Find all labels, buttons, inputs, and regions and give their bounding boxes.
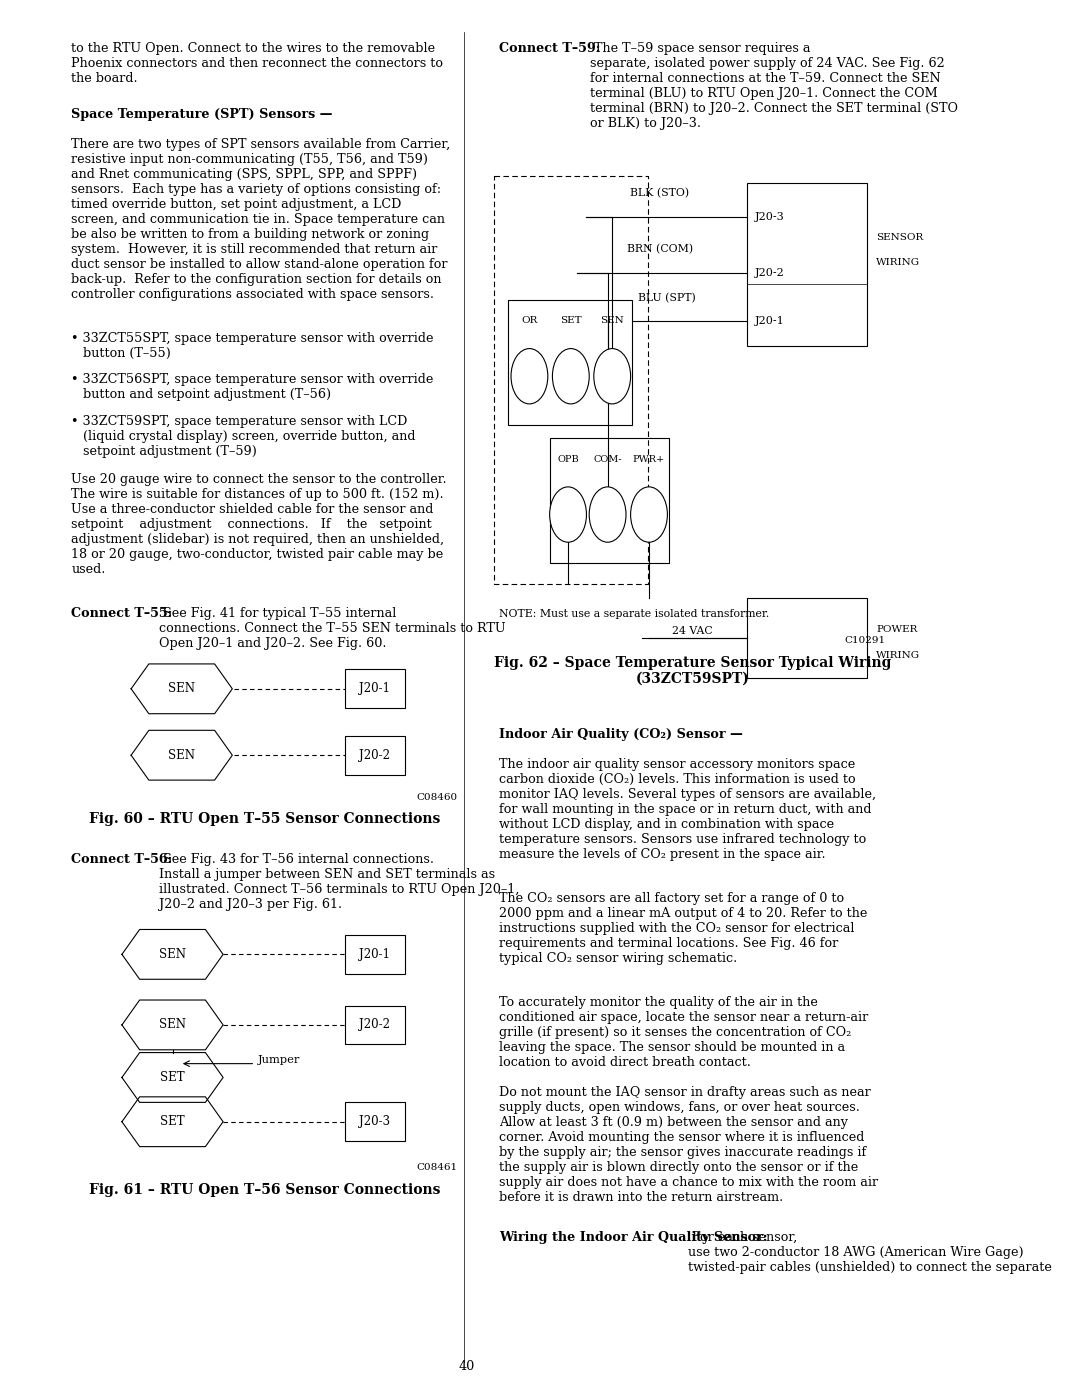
- Text: Connect T–55:: Connect T–55:: [71, 608, 173, 620]
- Text: Connect T–59:: Connect T–59:: [499, 42, 600, 54]
- Text: J20-3: J20-3: [755, 212, 784, 222]
- Circle shape: [511, 349, 548, 404]
- Polygon shape: [131, 664, 232, 714]
- FancyBboxPatch shape: [747, 598, 867, 678]
- Polygon shape: [122, 929, 224, 979]
- Text: Fig. 61 – RTU Open T–56 Sensor Connections: Fig. 61 – RTU Open T–56 Sensor Connectio…: [89, 1183, 441, 1197]
- Polygon shape: [122, 1000, 224, 1049]
- Text: J20-3: J20-3: [360, 1115, 391, 1129]
- Text: SEN: SEN: [600, 316, 624, 326]
- Text: Use 20 gauge wire to connect the sensor to the controller.
The wire is suitable : Use 20 gauge wire to connect the sensor …: [71, 474, 447, 576]
- Text: POWER: POWER: [876, 624, 918, 634]
- Text: to the RTU Open. Connect to the wires to the removable
Phoenix connectors and th: to the RTU Open. Connect to the wires to…: [71, 42, 443, 85]
- Text: SEN: SEN: [168, 749, 195, 761]
- FancyBboxPatch shape: [345, 736, 405, 774]
- Text: J20-2: J20-2: [360, 1018, 390, 1031]
- Text: SENSOR: SENSOR: [876, 233, 923, 243]
- Text: 40: 40: [459, 1361, 475, 1373]
- Text: C10291: C10291: [845, 636, 886, 645]
- Polygon shape: [122, 1052, 224, 1102]
- Text: To accurately monitor the quality of the air in the
conditioned air space, locat: To accurately monitor the quality of the…: [499, 996, 868, 1069]
- Text: NOTE: Must use a separate isolated transformer.: NOTE: Must use a separate isolated trans…: [499, 609, 769, 619]
- Text: J20-1: J20-1: [755, 316, 784, 326]
- Text: SET: SET: [160, 1115, 185, 1129]
- FancyBboxPatch shape: [345, 1006, 405, 1045]
- Circle shape: [590, 488, 626, 542]
- Text: 48HC: 48HC: [16, 759, 29, 806]
- Text: WIRING: WIRING: [876, 258, 920, 267]
- Text: J20-1: J20-1: [360, 682, 390, 696]
- Text: J20-2: J20-2: [755, 267, 784, 278]
- Circle shape: [552, 349, 590, 404]
- Text: Wiring the Indoor Air Quality Sensor:: Wiring the Indoor Air Quality Sensor:: [499, 1231, 768, 1243]
- Circle shape: [550, 488, 586, 542]
- Text: BLK (STO): BLK (STO): [631, 187, 690, 198]
- Text: See Fig. 43 for T–56 internal connections.
Install a jumper between SEN and SET : See Fig. 43 for T–56 internal connection…: [159, 854, 519, 911]
- Text: Indoor Air Quality (CO₂) Sensor —: Indoor Air Quality (CO₂) Sensor —: [499, 728, 743, 740]
- FancyBboxPatch shape: [345, 935, 405, 974]
- Text: • 33ZCT55SPT, space temperature sensor with override
   button (T–55): • 33ZCT55SPT, space temperature sensor w…: [71, 332, 434, 360]
- FancyBboxPatch shape: [345, 669, 405, 708]
- Text: J20-2: J20-2: [360, 749, 390, 761]
- Text: J20-1: J20-1: [360, 949, 390, 961]
- Text: C08460: C08460: [417, 792, 458, 802]
- Text: Space Temperature (SPT) Sensors —: Space Temperature (SPT) Sensors —: [71, 108, 333, 122]
- Text: SEN: SEN: [168, 682, 195, 696]
- Text: • 33ZCT56SPT, space temperature sensor with override
   button and setpoint adju: • 33ZCT56SPT, space temperature sensor w…: [71, 373, 434, 401]
- Text: BLU (SPT): BLU (SPT): [637, 292, 696, 303]
- Text: • 33ZCT59SPT, space temperature sensor with LCD
   (liquid crystal display) scre: • 33ZCT59SPT, space temperature sensor w…: [71, 415, 416, 458]
- Text: The T–59 space sensor requires a
separate, isolated power supply of 24 VAC. See : The T–59 space sensor requires a separat…: [590, 42, 958, 130]
- Text: See Fig. 41 for typical T–55 internal
connections. Connect the T–55 SEN terminal: See Fig. 41 for typical T–55 internal co…: [159, 608, 505, 650]
- FancyBboxPatch shape: [509, 300, 633, 425]
- FancyBboxPatch shape: [550, 439, 670, 563]
- Text: OPB: OPB: [557, 454, 579, 464]
- Text: Connect T–56:: Connect T–56:: [71, 854, 173, 866]
- FancyBboxPatch shape: [747, 183, 867, 346]
- Text: WIRING: WIRING: [876, 651, 920, 661]
- Text: The indoor air quality sensor accessory monitors space
carbon dioxide (CO₂) leve: The indoor air quality sensor accessory …: [499, 759, 876, 861]
- Circle shape: [594, 349, 631, 404]
- Polygon shape: [131, 731, 232, 780]
- Text: SET: SET: [160, 1071, 185, 1084]
- Text: BRN (COM): BRN (COM): [627, 244, 693, 254]
- Text: SEN: SEN: [159, 949, 186, 961]
- Text: There are two types of SPT sensors available from Carrier,
resistive input non-c: There are two types of SPT sensors avail…: [71, 138, 450, 302]
- Text: C08461: C08461: [417, 1164, 458, 1172]
- Text: Fig. 62 – Space Temperature Sensor Typical Wiring
(33ZCT59SPT): Fig. 62 – Space Temperature Sensor Typic…: [494, 655, 891, 686]
- Text: Fig. 60 – RTU Open T–55 Sensor Connections: Fig. 60 – RTU Open T–55 Sensor Connectio…: [89, 812, 441, 826]
- Text: PWR+: PWR+: [633, 454, 665, 464]
- Text: The CO₂ sensors are all factory set for a range of 0 to
2000 ppm and a linear mA: The CO₂ sensors are all factory set for …: [499, 893, 867, 965]
- Text: OR: OR: [522, 316, 538, 326]
- Text: Do not mount the IAQ sensor in drafty areas such as near
supply ducts, open wind: Do not mount the IAQ sensor in drafty ar…: [499, 1085, 878, 1204]
- Text: SEN: SEN: [159, 1018, 186, 1031]
- Text: Jumper: Jumper: [258, 1055, 300, 1066]
- Circle shape: [631, 488, 667, 542]
- Polygon shape: [122, 1097, 224, 1147]
- Text: 24 VAC: 24 VAC: [672, 626, 713, 636]
- Text: SET: SET: [561, 316, 582, 326]
- FancyBboxPatch shape: [345, 1102, 405, 1141]
- Text: For each sensor,
use two 2-conductor 18 AWG (American Wire Gage)
twisted-pair ca: For each sensor, use two 2-conductor 18 …: [688, 1231, 1052, 1274]
- Text: COM-: COM-: [593, 454, 622, 464]
